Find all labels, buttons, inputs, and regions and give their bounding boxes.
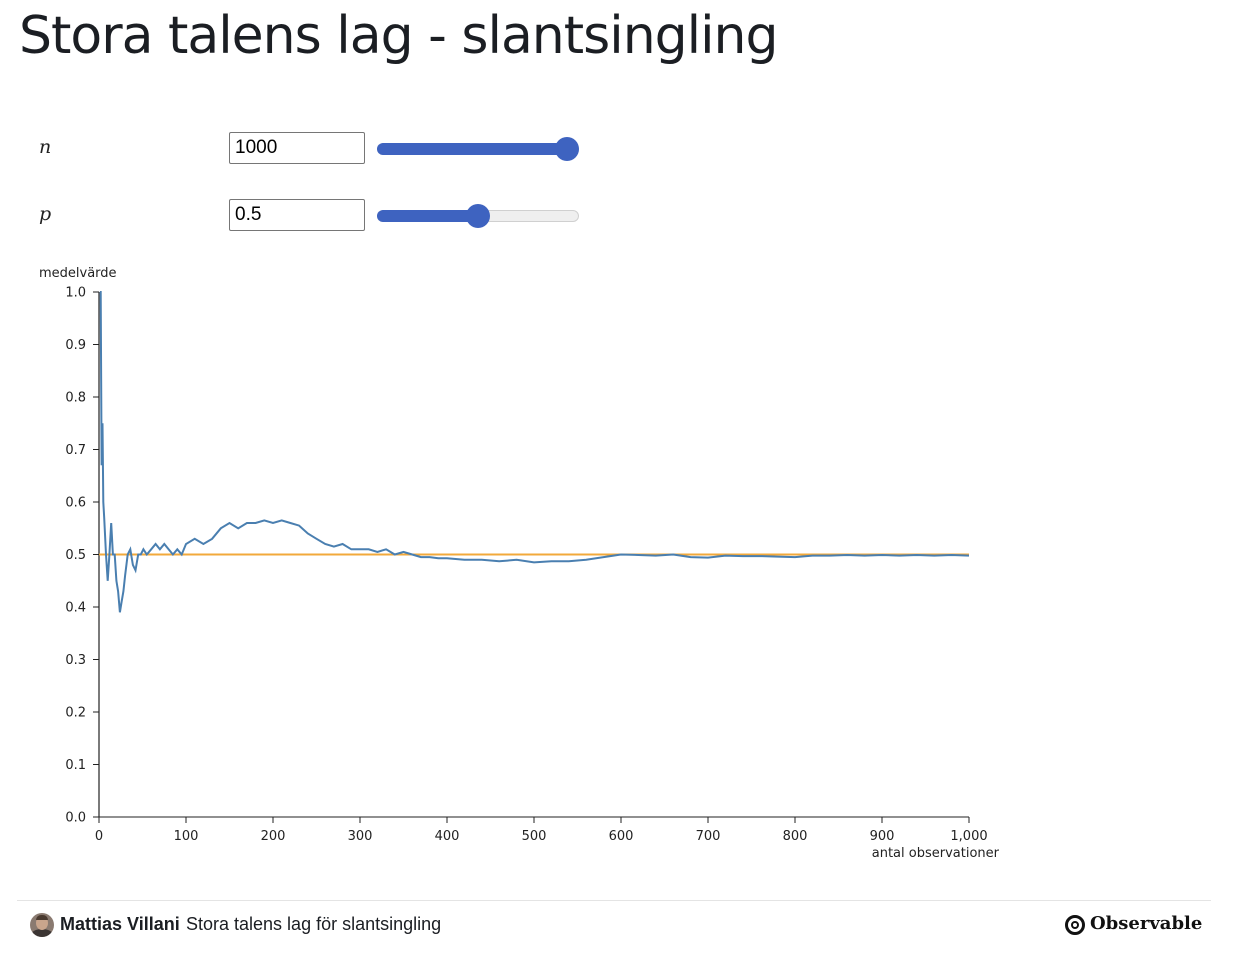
- p-slider-fill: [377, 210, 478, 222]
- observable-logo-icon: [1065, 915, 1085, 935]
- x-tick-label: 400: [435, 829, 460, 844]
- y-tick-label: 0.8: [65, 391, 86, 406]
- y-tick-label: 0.9: [65, 338, 86, 353]
- y-tick-label: 0.2: [65, 706, 86, 721]
- x-tick-label: 700: [696, 829, 721, 844]
- p-label: p: [39, 203, 52, 225]
- x-axis-title: antal observationer: [872, 846, 1000, 861]
- n-slider-thumb[interactable]: [555, 137, 579, 161]
- y-tick-label: 0.1: [65, 758, 86, 773]
- x-tick-label: 0: [95, 829, 103, 844]
- x-tick-label: 300: [348, 829, 373, 844]
- x-axis: 0 100 200 300 400 500 600 700 800 900 1,000: [95, 816, 988, 844]
- y-axis-title: medelvärde: [39, 266, 117, 281]
- footer-divider: [17, 900, 1211, 901]
- x-tick-label: 100: [174, 829, 199, 844]
- avatar-icon[interactable]: [30, 913, 54, 937]
- y-tick-label: 1.0: [65, 286, 86, 301]
- x-tick-label: 500: [522, 829, 547, 844]
- notebook-title[interactable]: Stora talens lag för slantsingling: [186, 914, 442, 934]
- y-tick-label: 0.0: [65, 811, 86, 826]
- y-tick-label: 0.7: [65, 443, 86, 458]
- control-n: n: [39, 132, 599, 166]
- x-tick-label: 800: [783, 829, 808, 844]
- n-slider-fill: [377, 143, 567, 155]
- n-number-input[interactable]: [229, 132, 365, 164]
- observable-logo[interactable]: Observable: [1065, 913, 1205, 937]
- y-axis: 0.0 0.1 0.2 0.3 0.4 0.5 0.6 0.7 0.8 0.9 1.0: [65, 286, 100, 826]
- p-slider-thumb[interactable]: [466, 204, 490, 228]
- y-tick-label: 0.4: [65, 601, 86, 616]
- x-tick-label: 200: [261, 829, 286, 844]
- author-name[interactable]: Mattias Villani: [60, 914, 180, 934]
- page-title: Stora talens lag - slantsingling: [19, 6, 779, 66]
- brand-name: Observable: [1090, 913, 1203, 934]
- x-tick-label: 600: [609, 829, 634, 844]
- y-tick-label: 0.5: [65, 548, 86, 563]
- mean-line-chart: medelvärde 0.00.10.20.30.40.50.60.70.80.…: [39, 266, 1000, 861]
- y-tick-label: 0.6: [65, 496, 86, 511]
- n-label: n: [39, 136, 52, 158]
- p-number-input[interactable]: [229, 199, 365, 231]
- y-tick-label: 0.3: [65, 653, 86, 668]
- series-line: [99, 291, 970, 613]
- control-p: p: [39, 199, 599, 233]
- x-tick-label: 900: [870, 829, 895, 844]
- x-tick-label: 1,000: [950, 829, 987, 844]
